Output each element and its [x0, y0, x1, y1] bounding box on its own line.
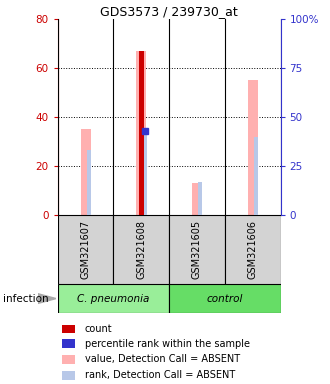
Bar [139, 51, 144, 215]
Text: GSM321607: GSM321607 [81, 220, 91, 279]
Bar [225, 215, 280, 284]
Bar [248, 80, 258, 215]
Bar [169, 284, 280, 313]
Text: rank, Detection Call = ABSENT: rank, Detection Call = ABSENT [85, 370, 235, 380]
Polygon shape [38, 294, 56, 303]
Text: count: count [85, 324, 113, 334]
Bar [62, 324, 75, 333]
Bar [169, 215, 225, 284]
Text: control: control [207, 293, 243, 304]
Bar [62, 339, 75, 348]
Bar [58, 284, 169, 313]
Bar [192, 183, 202, 215]
Bar [81, 129, 91, 215]
Bar [87, 151, 91, 215]
Bar [143, 131, 147, 215]
Bar [114, 215, 169, 284]
Text: GSM321606: GSM321606 [248, 220, 258, 279]
Bar [254, 137, 258, 215]
Text: percentile rank within the sample: percentile rank within the sample [85, 339, 250, 349]
Text: GSM321608: GSM321608 [136, 220, 146, 279]
Text: GSM321605: GSM321605 [192, 220, 202, 279]
Bar [62, 371, 75, 380]
Text: infection: infection [3, 293, 49, 304]
Bar [58, 215, 114, 284]
Bar [136, 51, 146, 215]
Title: GDS3573 / 239730_at: GDS3573 / 239730_at [100, 5, 238, 18]
Bar [62, 355, 75, 364]
Bar [198, 182, 202, 215]
Text: C. pneumonia: C. pneumonia [77, 293, 149, 304]
Text: value, Detection Call = ABSENT: value, Detection Call = ABSENT [85, 354, 240, 364]
